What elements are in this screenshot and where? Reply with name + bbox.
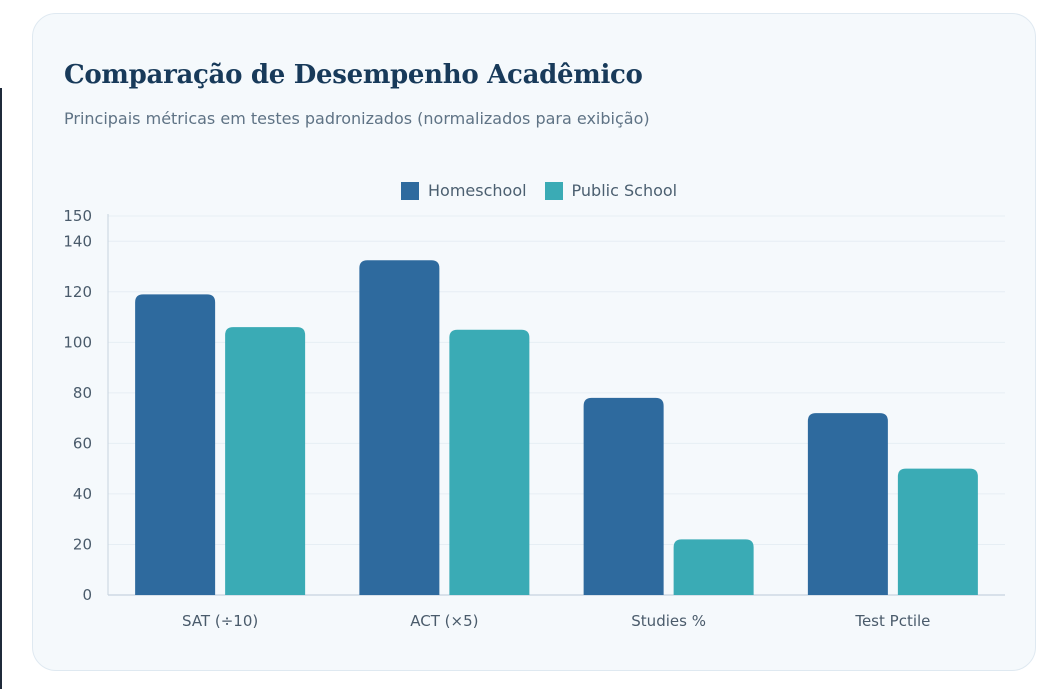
legend-item-public-school[interactable]: Public School (544, 181, 678, 200)
y-tick-label: 0 (82, 586, 92, 604)
y-tick-label: 60 (73, 434, 92, 452)
y-tick-label: 80 (73, 384, 92, 402)
y-tick-label: 20 (73, 535, 92, 553)
bar-public-school[interactable] (449, 329, 530, 595)
y-tick-label: 150 (63, 207, 92, 225)
bar-public-school[interactable] (673, 539, 754, 595)
y-tick-label: 100 (63, 333, 92, 351)
x-tick-label: Test Pctile (854, 612, 930, 630)
bar-chart: 0 20 40 60 80 100 120 140 150 SAT (÷10) ACT (×5) St… (63, 207, 1005, 630)
page-title: Comparação de Desempenho Acadêmico (64, 60, 643, 90)
left-border-line (0, 88, 2, 689)
y-tick-label: 40 (73, 485, 92, 503)
bar-homeschool[interactable] (807, 413, 888, 595)
x-tick-label: SAT (÷10) (182, 612, 258, 630)
chart-legend: Homeschool Public School (401, 181, 695, 200)
x-tick-label: ACT (×5) (410, 612, 478, 630)
legend-swatch-public-school (544, 181, 563, 200)
legend-label-public-school: Public School (571, 181, 678, 200)
chart-card: Comparação de Desempenho Acadêmico Princ… (32, 13, 1036, 671)
x-tick-label: Studies % (631, 612, 706, 630)
legend-label-homeschool: Homeschool (428, 181, 527, 200)
legend-swatch-homeschool (401, 181, 419, 200)
legend-item-homeschool[interactable]: Homeschool (401, 181, 527, 200)
bar-homeschool[interactable] (359, 260, 440, 595)
y-tick-label: 140 (63, 232, 92, 250)
bar-public-school[interactable] (225, 327, 306, 595)
bar-homeschool[interactable] (583, 397, 664, 595)
y-tick-label: 120 (63, 283, 92, 301)
page-subtitle: Principais métricas em testes padronizad… (64, 109, 650, 128)
bar-homeschool[interactable] (135, 294, 216, 595)
bar-public-school[interactable] (897, 468, 978, 595)
